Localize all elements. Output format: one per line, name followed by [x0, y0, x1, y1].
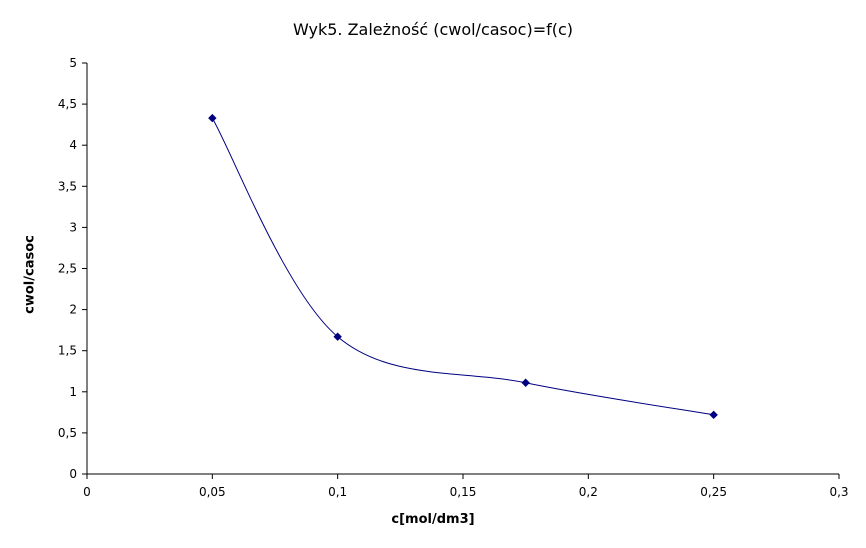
x-tick-label: 0,3 [829, 485, 848, 499]
y-tick-label: 0,5 [58, 426, 77, 440]
y-tick-label: 0 [69, 467, 77, 481]
y-tick-label: 1 [69, 385, 77, 399]
x-axis-label: c[mol/dm3] [391, 512, 475, 527]
y-tick-label: 2,5 [58, 262, 77, 276]
data-point [208, 113, 217, 123]
y-tick-label: 1,5 [58, 344, 77, 358]
x-tick-label: 0,1 [328, 485, 347, 499]
x-tick-label: 0,15 [450, 485, 477, 499]
y-tick-label: 3 [69, 220, 77, 234]
y-tick-label: 3,5 [58, 179, 77, 193]
y-tick-label: 5 [69, 56, 77, 70]
x-tick-label: 0,05 [199, 485, 226, 499]
x-tick-label: 0,2 [579, 485, 598, 499]
x-tick-label: 0 [83, 485, 91, 499]
chart-title: Wyk5. Zależność (cwol/casoc)=f(c) [292, 20, 574, 39]
x-tick-label: 0,25 [700, 485, 727, 499]
data-point [333, 332, 342, 341]
y-tick-label: 4,5 [58, 97, 77, 111]
data-point [709, 410, 718, 420]
y-tick-label: 2 [69, 303, 77, 317]
data-point [521, 378, 530, 387]
y-tick-label: 4 [69, 138, 77, 152]
series-line [211, 117, 714, 416]
